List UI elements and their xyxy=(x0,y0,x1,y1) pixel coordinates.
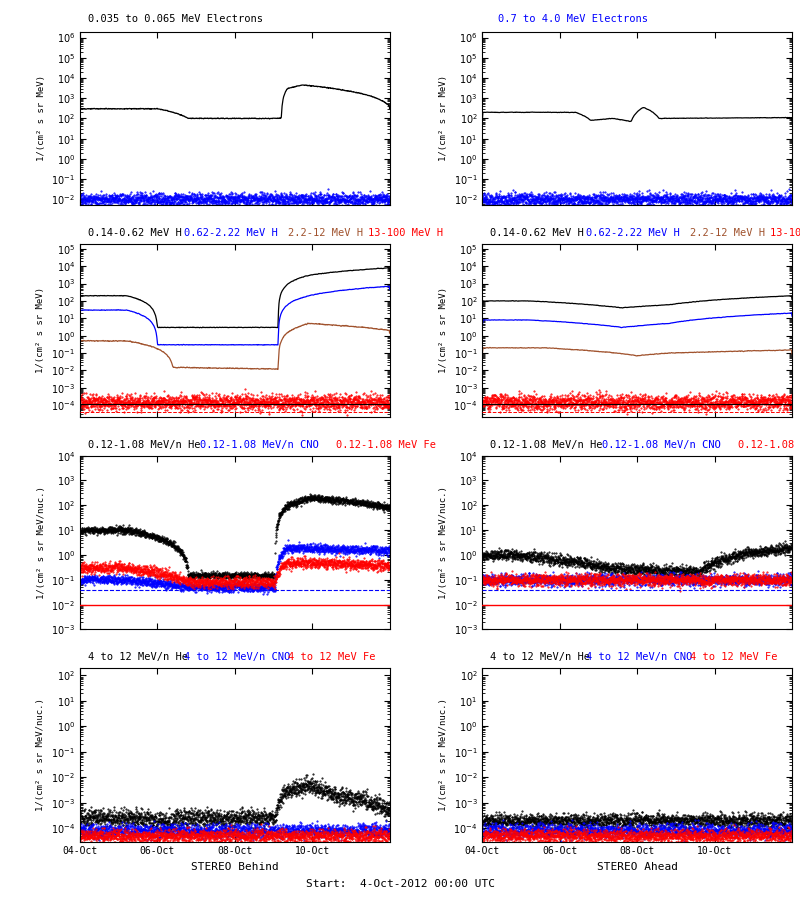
Text: 2.2-12 MeV H: 2.2-12 MeV H xyxy=(690,229,766,238)
Text: 4 to 12 MeV Fe: 4 to 12 MeV Fe xyxy=(690,652,778,662)
Y-axis label: 1/(cm² s sr MeV): 1/(cm² s sr MeV) xyxy=(439,287,448,374)
Y-axis label: 1/(cm² s sr MeV/nuc.): 1/(cm² s sr MeV/nuc.) xyxy=(439,486,448,599)
Text: 4 to 12 MeV/n CNO: 4 to 12 MeV/n CNO xyxy=(184,652,290,662)
Text: Start:  4-Oct-2012 00:00 UTC: Start: 4-Oct-2012 00:00 UTC xyxy=(306,879,494,889)
Text: 0.12-1.08 MeV/n CNO: 0.12-1.08 MeV/n CNO xyxy=(602,440,721,450)
Text: 0.62-2.22 MeV H: 0.62-2.22 MeV H xyxy=(586,229,680,238)
Text: 13-100 MeV H: 13-100 MeV H xyxy=(368,229,443,238)
Text: 0.14-0.62 MeV H: 0.14-0.62 MeV H xyxy=(88,229,182,238)
Text: 0.12-1.08 MeV/n He: 0.12-1.08 MeV/n He xyxy=(88,440,201,450)
Y-axis label: 1/(cm² s sr MeV): 1/(cm² s sr MeV) xyxy=(37,76,46,161)
Text: 4 to 12 MeV/n CNO: 4 to 12 MeV/n CNO xyxy=(586,652,693,662)
Text: 4 to 12 MeV Fe: 4 to 12 MeV Fe xyxy=(288,652,375,662)
Y-axis label: 1/(cm² s sr MeV/nuc.): 1/(cm² s sr MeV/nuc.) xyxy=(37,486,46,599)
Text: 4 to 12 MeV/n He: 4 to 12 MeV/n He xyxy=(88,652,188,662)
Text: 0.62-2.22 MeV H: 0.62-2.22 MeV H xyxy=(184,229,278,238)
Y-axis label: 1/(cm² s sr MeV/nuc.): 1/(cm² s sr MeV/nuc.) xyxy=(439,698,448,811)
Text: 13-100 MeV H: 13-100 MeV H xyxy=(770,229,800,238)
X-axis label: STEREO Behind: STEREO Behind xyxy=(191,862,278,872)
X-axis label: STEREO Ahead: STEREO Ahead xyxy=(597,862,678,872)
Y-axis label: 1/(cm² s sr MeV): 1/(cm² s sr MeV) xyxy=(439,76,448,161)
Text: 0.7 to 4.0 MeV Electrons: 0.7 to 4.0 MeV Electrons xyxy=(498,14,649,24)
Text: 0.14-0.62 MeV H: 0.14-0.62 MeV H xyxy=(490,229,584,238)
Text: 0.035 to 0.065 MeV Electrons: 0.035 to 0.065 MeV Electrons xyxy=(88,14,263,24)
Text: 4 to 12 MeV/n He: 4 to 12 MeV/n He xyxy=(490,652,590,662)
Text: 2.2-12 MeV H: 2.2-12 MeV H xyxy=(288,229,363,238)
Text: 0.12-1.08 MeV Fe: 0.12-1.08 MeV Fe xyxy=(336,440,436,450)
Text: 0.12-1.08 MeV/n He: 0.12-1.08 MeV/n He xyxy=(490,440,603,450)
Y-axis label: 1/(cm² s sr MeV/nuc.): 1/(cm² s sr MeV/nuc.) xyxy=(36,698,46,811)
Text: 0.12-1.08 MeV Fe: 0.12-1.08 MeV Fe xyxy=(738,440,800,450)
Y-axis label: 1/(cm² s sr MeV): 1/(cm² s sr MeV) xyxy=(36,287,46,374)
Text: 0.12-1.08 MeV/n CNO: 0.12-1.08 MeV/n CNO xyxy=(200,440,318,450)
